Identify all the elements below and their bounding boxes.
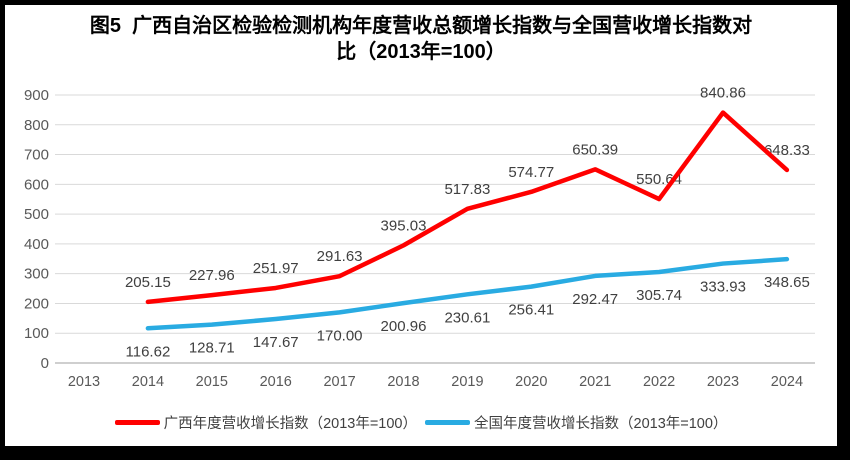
line-chart: 0 100 200 300 400 500 600 700 800 900 2013 2014 2015… bbox=[24, 85, 815, 390]
data-label-series-0: 650.39 bbox=[572, 141, 618, 158]
y-tick-label: 0 bbox=[41, 355, 49, 372]
x-tick-label: 2018 bbox=[387, 374, 419, 390]
data-label-series-0: 840.86 bbox=[700, 85, 746, 102]
y-tick-label: 300 bbox=[24, 266, 49, 283]
data-label-series-1: 230.61 bbox=[444, 309, 490, 326]
data-label-series-0: 648.33 bbox=[764, 142, 810, 159]
x-tick-label: 2020 bbox=[515, 374, 547, 390]
legend-item-guangxi: 广西年度营收增长指数（2013年=100） bbox=[114, 412, 417, 433]
chart-title: 图5 广西自治区检验检测机构年度营收总额增长指数与全国营收增长指数对 比（201… bbox=[5, 13, 837, 65]
national-series-label: 全国年度营收增长指数（2013年=100） bbox=[474, 416, 728, 432]
x-tick-label: 2016 bbox=[260, 374, 292, 390]
data-label-series-1: 333.93 bbox=[700, 279, 746, 296]
data-label-series-1: 170.00 bbox=[317, 327, 363, 344]
x-tick-label: 2014 bbox=[132, 374, 164, 390]
y-tick-label: 600 bbox=[24, 176, 49, 193]
data-label-series-0: 517.83 bbox=[444, 181, 490, 198]
data-label-series-1: 200.96 bbox=[381, 318, 427, 335]
chart-title-line-1: 图5 广西自治区检验检测机构年度营收总额增长指数与全国营收增长指数对 bbox=[89, 15, 753, 37]
data-label-series-1: 305.74 bbox=[636, 287, 682, 304]
x-tick-label: 2023 bbox=[707, 374, 739, 390]
data-label-series-1: 116.62 bbox=[126, 343, 171, 360]
data-label-series-0: 251.97 bbox=[253, 260, 299, 277]
chart-title-line-2: 比（2013年=100） bbox=[336, 41, 506, 63]
data-label-series-0: 574.77 bbox=[508, 164, 554, 181]
data-label-series-0: 227.96 bbox=[189, 267, 235, 284]
series-line-0 bbox=[145, 110, 790, 305]
x-tick-label: 2021 bbox=[579, 374, 611, 390]
y-tick-label: 100 bbox=[24, 325, 49, 342]
data-label-series-1: 348.65 bbox=[764, 274, 810, 291]
guangxi-series-label: 广西年度营收增长指数（2013年=100） bbox=[163, 416, 417, 432]
data-label-series-1: 128.71 bbox=[189, 340, 235, 357]
series-line-1 bbox=[145, 256, 790, 331]
x-tick-label: 2017 bbox=[323, 374, 355, 390]
x-tick-label: 2024 bbox=[771, 374, 803, 390]
national-series-swatch bbox=[425, 420, 470, 425]
y-tick-label: 200 bbox=[24, 295, 49, 312]
y-tick-label: 800 bbox=[24, 117, 49, 134]
y-tick-label: 500 bbox=[24, 206, 49, 223]
x-tick-label: 2022 bbox=[643, 374, 675, 390]
data-label-series-1: 256.41 bbox=[508, 302, 554, 319]
x-tick-label: 2013 bbox=[68, 374, 100, 390]
chart-legend: 广西年度营收增长指数（2013年=100） 全国年度营收增长指数（2013年=1… bbox=[5, 412, 837, 433]
x-tick-label: 2015 bbox=[196, 374, 228, 390]
data-label-series-0: 291.63 bbox=[317, 248, 363, 265]
guangxi-series-swatch bbox=[114, 420, 160, 425]
data-label-series-0: 205.15 bbox=[125, 274, 171, 291]
y-tick-label: 400 bbox=[24, 236, 49, 253]
data-label-series-1: 147.67 bbox=[253, 334, 299, 351]
data-label-series-1: 292.47 bbox=[572, 291, 618, 308]
x-tick-label: 2019 bbox=[451, 374, 483, 390]
legend-item-national: 全国年度营收增长指数（2013年=100） bbox=[425, 412, 727, 433]
y-tick-label: 900 bbox=[24, 87, 49, 104]
y-tick-label: 700 bbox=[24, 147, 49, 164]
data-label-series-0: 395.03 bbox=[381, 217, 427, 234]
